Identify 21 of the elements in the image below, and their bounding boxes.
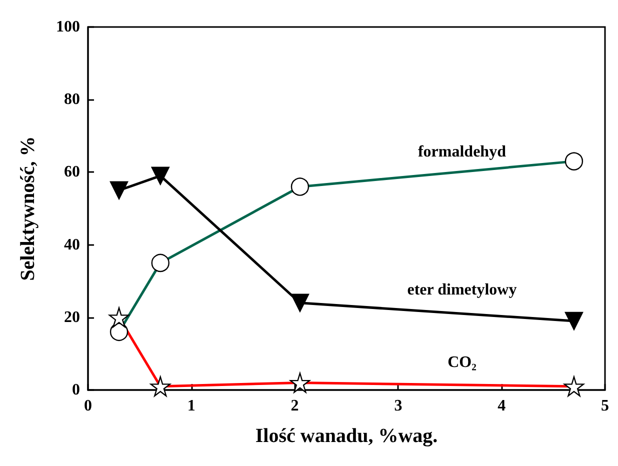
x-tick-label: 5 <box>601 398 609 414</box>
point <box>290 294 310 312</box>
point <box>151 166 170 185</box>
x-tick-label: 4 <box>498 398 506 414</box>
y-tick-label: 0 <box>72 382 80 398</box>
y-tick-label: 100 <box>56 18 80 36</box>
y-tick-label: 40 <box>64 236 80 254</box>
series-label: formaldehyd <box>418 144 506 161</box>
y-tick-label: 20 <box>64 308 80 326</box>
x-tick-label: 1 <box>187 398 196 414</box>
y-tick-label: 80 <box>64 91 80 108</box>
y-axis-title: Selektywność, % <box>17 136 39 281</box>
series-label: CO₂ <box>448 354 477 372</box>
x-tick-label: 0 <box>84 398 92 414</box>
x-tick-label: 3 <box>394 398 402 414</box>
series-label: eter dimetylowy <box>407 281 517 298</box>
x-axis-title: Ilość wanadu, %wag. <box>255 425 438 447</box>
x-tick-label: 2 <box>290 398 299 414</box>
point <box>564 312 584 330</box>
point <box>110 181 128 200</box>
y-tick-label: 60 <box>64 164 80 181</box>
